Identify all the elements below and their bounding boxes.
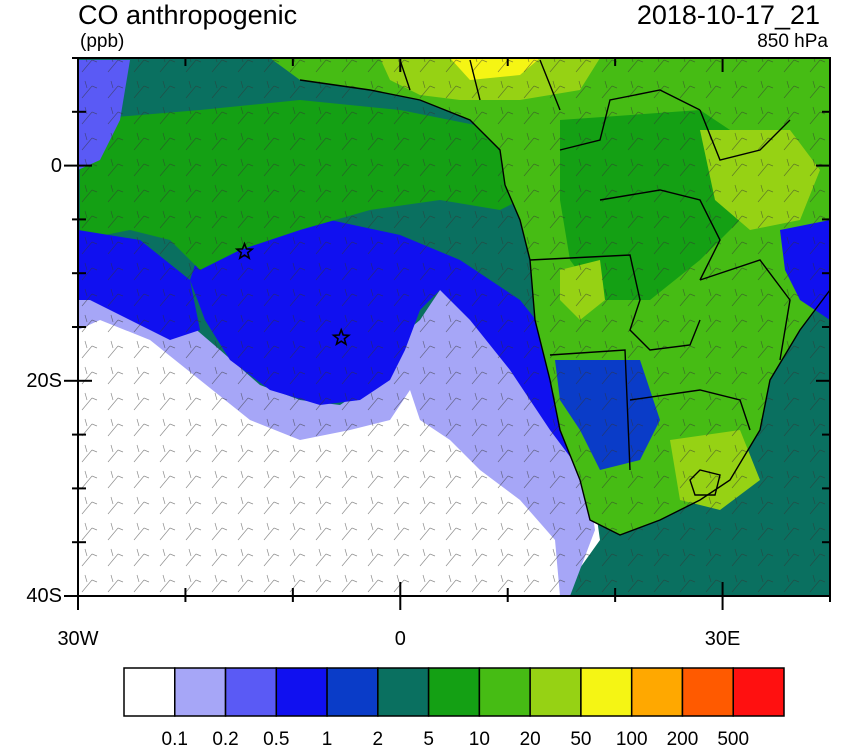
colorbar-swatch [529, 667, 582, 717]
colorbar-swatch [681, 667, 734, 717]
lon-label: 30W [57, 628, 99, 650]
colorbar-label: 20 [519, 729, 541, 750]
lat-label: 20S [26, 369, 62, 392]
lon-label: 30E [704, 628, 741, 650]
lat-label: 0 [50, 154, 62, 177]
pressure-level-label: 850 hPa [757, 31, 828, 52]
map-title: CO anthropogenic [78, 0, 298, 30]
colorbar-label: 50 [570, 729, 592, 750]
colorbar-label: 200 [666, 729, 699, 750]
units-label: (ppb) [80, 31, 125, 52]
colorbar-label: 5 [423, 729, 434, 750]
colorbar-swatch [427, 667, 481, 717]
colorbar-label: 1 [321, 729, 333, 750]
colorbar-swatch [224, 667, 278, 717]
colorbar-swatch [326, 667, 379, 717]
colorbar-swatch [377, 667, 430, 717]
colorbar-label: 0.2 [212, 729, 239, 750]
colorbar-label: 0.1 [161, 729, 188, 750]
colorbar-label: 10 [468, 729, 490, 750]
colorbar-swatch [580, 667, 633, 717]
tick-layer [64, 57, 831, 610]
colorbar-label: 2 [372, 729, 384, 750]
colorbar-swatch [478, 667, 531, 717]
colorbar-swatch [732, 667, 785, 717]
colorbar-label: 100 [615, 729, 648, 750]
wind-barbs [78, 58, 830, 596]
colorbar [123, 667, 785, 717]
colorbar-label: 500 [717, 729, 750, 750]
marker-layer [234, 241, 351, 346]
colorbar-swatch [174, 667, 227, 717]
map-plot-area [78, 58, 830, 596]
lat-label: 40S [26, 585, 62, 607]
colorbar-swatch [630, 667, 684, 717]
map-timestamp: 2018-10-17_21 [636, 0, 820, 30]
star-marker [234, 241, 255, 261]
colorbar-swatch [123, 667, 176, 717]
star-marker [331, 327, 351, 346]
colorbar-label: 0.5 [263, 729, 290, 750]
country-borders [299, 59, 830, 536]
colorbar-swatch [275, 667, 328, 717]
lon-label: 0 [394, 628, 406, 650]
